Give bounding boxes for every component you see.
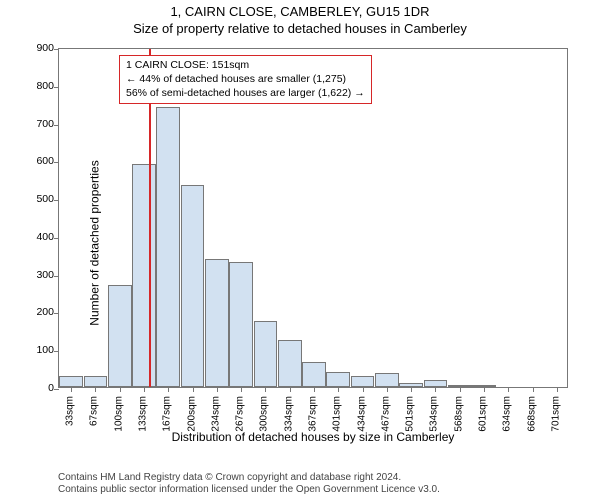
x-tick-label: 300sqm [259, 396, 270, 432]
y-tick-label: 0 [24, 382, 54, 394]
y-tick-label: 800 [24, 80, 54, 92]
histogram-bar [278, 340, 302, 387]
histogram-bar [132, 164, 156, 387]
x-tick [484, 387, 485, 392]
credits-line: Contains HM Land Registry data © Crown c… [58, 472, 440, 484]
x-tick-label: 67sqm [89, 396, 100, 426]
chart-area: 1 CAIRN CLOSE: 151sqm ← 44% of detached … [58, 48, 568, 438]
histogram-bar [229, 262, 253, 387]
x-tick [314, 387, 315, 392]
y-tick-label: 600 [24, 155, 54, 167]
x-tick [120, 387, 121, 392]
histogram-bar [84, 376, 108, 387]
x-tick-label: 234sqm [210, 396, 221, 432]
x-tick-label: 634sqm [502, 396, 513, 432]
histogram-bar [59, 376, 83, 387]
y-tick [54, 162, 59, 163]
y-tick [54, 276, 59, 277]
x-tick [460, 387, 461, 392]
histogram-bar [254, 321, 278, 387]
x-tick-label: 200sqm [186, 396, 197, 432]
annotation-box: 1 CAIRN CLOSE: 151sqm ← 44% of detached … [119, 55, 372, 104]
y-tick-label: 700 [24, 118, 54, 130]
histogram-bar [375, 373, 399, 387]
y-tick [54, 313, 59, 314]
y-tick [54, 238, 59, 239]
annotation-line: ← 44% of detached houses are smaller (1,… [126, 72, 365, 86]
x-tick-label: 501sqm [405, 396, 416, 432]
x-tick-label: 167sqm [162, 396, 173, 432]
histogram-bar [181, 185, 205, 387]
credits: Contains HM Land Registry data © Crown c… [58, 472, 440, 496]
y-tick [54, 87, 59, 88]
y-tick [54, 49, 59, 50]
histogram-bar [108, 285, 132, 387]
x-tick [411, 387, 412, 392]
y-tick [54, 200, 59, 201]
x-tick [508, 387, 509, 392]
x-tick-label: 534sqm [429, 396, 440, 432]
x-tick [338, 387, 339, 392]
credits-line: Contains public sector information licen… [58, 484, 440, 496]
x-tick-label: 267sqm [235, 396, 246, 432]
figure-subtitle: Size of property relative to detached ho… [0, 21, 600, 38]
x-tick [533, 387, 534, 392]
y-tick [54, 389, 59, 390]
histogram-bar [205, 259, 229, 387]
x-tick [557, 387, 558, 392]
x-tick-label: 434sqm [356, 396, 367, 432]
x-tick [241, 387, 242, 392]
histogram-bar [326, 372, 350, 387]
annotation-line: 1 CAIRN CLOSE: 151sqm [126, 58, 365, 72]
x-tick-label: 701sqm [550, 396, 561, 432]
plot-area: 1 CAIRN CLOSE: 151sqm ← 44% of detached … [58, 48, 568, 388]
x-tick-label: 467sqm [380, 396, 391, 432]
y-tick-label: 200 [24, 306, 54, 318]
x-tick-label: 367sqm [308, 396, 319, 432]
x-tick-label: 133sqm [138, 396, 149, 432]
y-tick-label: 100 [24, 344, 54, 356]
figure: 1, CAIRN CLOSE, CAMBERLEY, GU15 1DR Size… [0, 0, 600, 500]
x-tick [290, 387, 291, 392]
x-tick [144, 387, 145, 392]
y-tick-label: 500 [24, 193, 54, 205]
histogram-bar [156, 107, 180, 387]
x-tick [168, 387, 169, 392]
x-tick [71, 387, 72, 392]
x-tick [387, 387, 388, 392]
x-tick [265, 387, 266, 392]
y-tick [54, 351, 59, 352]
y-tick-label: 900 [24, 42, 54, 54]
y-tick [54, 125, 59, 126]
x-tick-label: 401sqm [332, 396, 343, 432]
figure-title: 1, CAIRN CLOSE, CAMBERLEY, GU15 1DR [0, 0, 600, 21]
x-tick-label: 668sqm [526, 396, 537, 432]
x-tick [95, 387, 96, 392]
x-tick-label: 601sqm [478, 396, 489, 432]
histogram-bar [424, 380, 448, 387]
y-tick-label: 400 [24, 231, 54, 243]
histogram-bar [302, 362, 326, 387]
histogram-bar [351, 376, 375, 387]
annotation-line: 56% of semi-detached houses are larger (… [126, 86, 365, 100]
y-tick-label: 300 [24, 269, 54, 281]
x-tick [363, 387, 364, 392]
y-axis-label: Number of detached properties [88, 160, 102, 325]
x-tick-label: 334sqm [283, 396, 294, 432]
x-tick-label: 568sqm [453, 396, 464, 432]
x-tick [435, 387, 436, 392]
x-tick-label: 100sqm [113, 396, 124, 432]
x-tick-label: 33sqm [65, 396, 76, 426]
x-axis-label: Distribution of detached houses by size … [58, 430, 568, 444]
x-tick [217, 387, 218, 392]
x-tick [193, 387, 194, 392]
